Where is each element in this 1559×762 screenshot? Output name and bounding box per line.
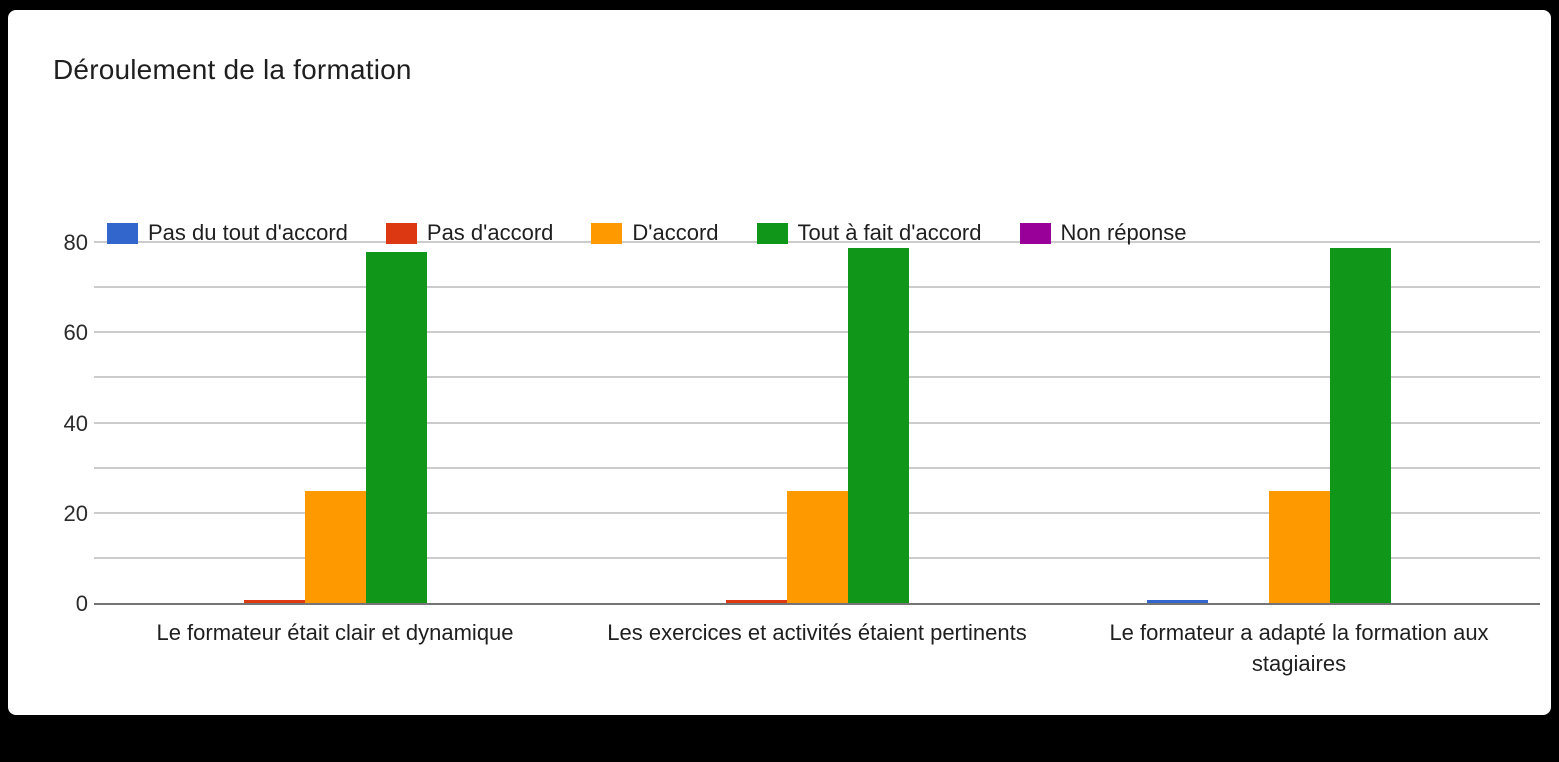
bar-group-3 [1058,243,1540,604]
chart-card: Déroulement de la formation Pas du tout … [8,10,1551,715]
y-axis-ticks: 0 20 40 60 80 [16,230,88,616]
legend-label: Non réponse [1060,220,1187,245]
gridline [94,376,1540,379]
y-tick-label: 20 [63,500,88,526]
bar-group-1 [94,243,576,604]
legend-swatch [385,222,417,244]
gridline [94,241,1540,243]
gridline [94,331,1540,334]
chart-title: Déroulement de la formation [53,54,412,85]
legend-label: Pas d'accord [426,220,554,245]
x-axis-label-1: Le formateur était clair et dynamique [94,618,576,680]
plot-area [94,241,1540,605]
x-axis-label-text: Les exercices et activités étaient perti… [607,620,1027,645]
x-axis-line [94,603,1540,605]
bar [1146,599,1208,604]
x-axis-labels: Le formateur était clair et dynamique Les… [94,618,1540,680]
gridline [94,466,1540,469]
bar [725,599,787,604]
legend-item-4: Tout à fait d'accord [756,220,982,246]
y-tick-label: 40 [63,410,88,436]
legend-item-2: Pas d'accord [385,220,554,246]
x-axis-label-3: Le formateur a adapté la formation aux s… [1058,618,1540,680]
gridline [94,286,1540,289]
bar [243,599,305,604]
bar-groups [94,243,1540,604]
bar [1268,491,1330,604]
legend-item-3: D'accord [591,220,719,246]
chart-legend: Pas du tout d'accord Pas d'accord D'accord… [107,220,1186,246]
legend-swatch [1019,222,1051,244]
bar [304,491,366,604]
legend-swatch [591,222,623,244]
bar [365,252,427,604]
legend-label: D'accord [632,220,719,245]
gridline [94,421,1540,424]
y-tick-label: 0 [75,591,88,616]
legend-swatch [107,222,138,244]
legend-item-1: Pas du tout d'accord [107,220,348,246]
bar-group-2 [576,243,1058,604]
x-axis-label-text: Le formateur était clair et dynamique [156,620,514,645]
bar [1329,247,1391,604]
bar [847,247,909,604]
y-tick-label: 80 [63,230,88,255]
legend-item-5: Non réponse [1019,220,1187,246]
x-axis-label-text: Le formateur a adapté la formation aux s… [1109,620,1489,676]
legend-label: Tout à fait d'accord [797,220,982,245]
legend-swatch [756,222,788,244]
x-axis-label-2: Les exercices et activités étaient perti… [576,618,1058,680]
legend-label: Pas du tout d'accord [148,220,348,245]
bar [786,491,848,604]
y-tick-label: 60 [63,320,88,346]
